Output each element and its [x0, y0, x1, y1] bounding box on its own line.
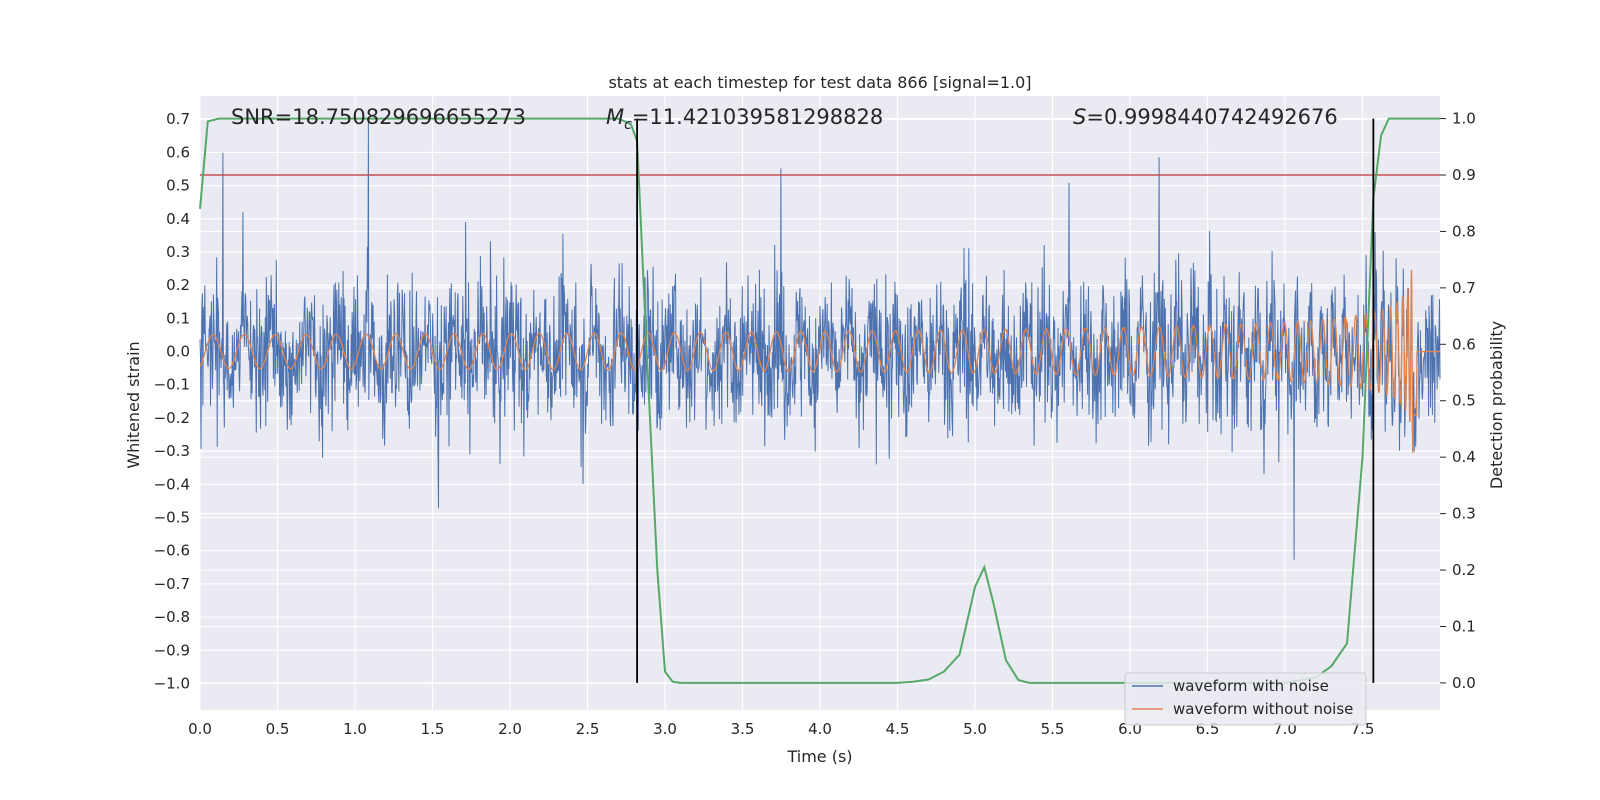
x-tick-label: 5.5 — [1041, 720, 1065, 738]
y-tick-label: 0.3 — [166, 243, 190, 261]
chirp-mass-subscript: c — [624, 117, 632, 133]
significance-value: =0.9998440742492676 — [1086, 105, 1337, 129]
y-tick-label: −0.2 — [154, 409, 190, 427]
y-tick-label: 0.0 — [166, 343, 190, 361]
y2-tick-label: 1.0 — [1452, 110, 1476, 128]
y-tick-label: −0.5 — [154, 509, 190, 527]
y2-tick-label: 0.2 — [1452, 561, 1476, 579]
y2-tick-labels: 1.0 0.9 0.8 0.7 0.6 0.5 0.4 0.3 0.2 0.1 0.0 — [1440, 110, 1476, 692]
y-tick-label: 0.4 — [166, 210, 190, 228]
y-tick-label: −0.1 — [154, 376, 190, 394]
legend: waveform with noise waveform without noi… — [1124, 672, 1367, 726]
y-tick-label: −1.0 — [154, 674, 190, 692]
y-axis-label: Whitened strain — [124, 341, 143, 468]
y-tick-labels: 0.7 0.6 0.5 0.4 0.3 0.2 0.1 0.0 −0.1 −0.2 −0.3 −0.4… — [154, 110, 190, 692]
x-tick-label: 0.5 — [266, 720, 290, 738]
y-tick-label: −0.3 — [154, 442, 190, 460]
y2-tick-label: 0.1 — [1452, 617, 1476, 635]
x-tick-label: 0.0 — [188, 720, 212, 738]
x-tick-label: 3.0 — [653, 720, 677, 738]
y-tick-label: −0.4 — [154, 475, 190, 493]
x-tick-label: 1.0 — [343, 720, 367, 738]
snr-stat: SNR=18.750829696655273 — [231, 105, 526, 129]
x-axis-label: Time (s) — [786, 747, 852, 766]
x-tick-label: 3.5 — [731, 720, 755, 738]
y-tick-label: −0.8 — [154, 608, 190, 626]
chirp-mass-stat: Mc=11.421039581298828 — [606, 105, 883, 133]
y-tick-label: 0.5 — [166, 177, 190, 195]
y-tick-label: −0.6 — [154, 542, 190, 560]
chart-title: stats at each timestep for test data 866… — [608, 73, 1031, 92]
y-tick-label: 0.2 — [166, 276, 190, 294]
y-tick-label: 0.7 — [166, 110, 190, 128]
y2-tick-label: 0.9 — [1452, 166, 1476, 184]
detection-markers — [636, 118, 1375, 683]
x-tick-label: 1.5 — [421, 720, 445, 738]
y-tick-label: −0.9 — [154, 641, 190, 659]
y2-tick-label: 0.5 — [1452, 392, 1476, 410]
y-tick-label: 0.6 — [166, 143, 190, 161]
snr-value: 18.750829696655273 — [292, 105, 526, 129]
x-tick-label: 4.5 — [886, 720, 910, 738]
x-tick-labels: 0.0 0.5 1.0 1.5 2.0 2.5 3.0 3.5 4.0 4.5 5.0 5.5 6.0 6… — [188, 720, 1374, 738]
chirp-mass-value: =11.421039581298828 — [632, 105, 883, 129]
significance-stat: S=0.9998440742492676 — [1073, 105, 1338, 129]
y-tick-label: −0.7 — [154, 575, 190, 593]
series-waveform-without-noise — [199, 269, 1440, 453]
series-detection-probability — [199, 117, 1440, 684]
noisy-waveform-group — [199, 122, 1441, 560]
snr-label: SNR= — [231, 105, 292, 129]
significance-symbol: S — [1073, 105, 1086, 129]
series-waveform-with-noise — [199, 122, 1441, 560]
y2-tick-label: 0.7 — [1452, 279, 1476, 297]
legend-label-noisy: waveform with noise — [1173, 677, 1329, 695]
y2-tick-label: 0.4 — [1452, 448, 1476, 466]
legend-box — [1124, 672, 1367, 726]
y2-tick-label: 0.8 — [1452, 222, 1476, 240]
x-tick-label: 2.0 — [498, 720, 522, 738]
y2-tick-label: 0.0 — [1452, 674, 1476, 692]
x-tick-label: 2.5 — [576, 720, 600, 738]
x-tick-label: 4.0 — [808, 720, 832, 738]
x-tick-label: 5.0 — [963, 720, 987, 738]
chirp-mass-symbol: M — [606, 105, 624, 129]
legend-label-clean: waveform without noise — [1173, 700, 1353, 718]
y2-axis-label: Detection probability — [1487, 321, 1506, 489]
y-tick-label: 0.1 — [166, 309, 190, 327]
y2-tick-label: 0.6 — [1452, 335, 1476, 353]
y2-tick-label: 0.3 — [1452, 505, 1476, 523]
